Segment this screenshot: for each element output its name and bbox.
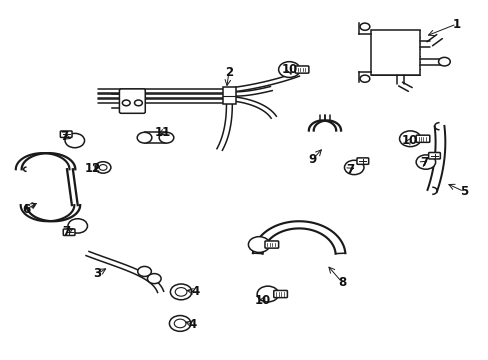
Text: 9: 9 [308,153,316,166]
FancyBboxPatch shape [273,291,287,298]
Circle shape [278,62,300,77]
Text: 7: 7 [346,163,354,176]
Text: 7: 7 [60,130,68,143]
Circle shape [65,134,84,148]
FancyBboxPatch shape [415,135,429,142]
Text: 10: 10 [400,134,417,147]
Text: 4: 4 [191,285,200,298]
Circle shape [248,237,269,252]
Circle shape [359,75,369,82]
Circle shape [175,288,186,296]
Text: 7: 7 [419,156,427,169]
FancyBboxPatch shape [60,131,72,138]
FancyBboxPatch shape [295,66,308,73]
Circle shape [399,131,420,147]
Circle shape [138,266,151,276]
Circle shape [68,219,87,233]
FancyBboxPatch shape [63,229,75,235]
Circle shape [359,23,369,30]
Text: 3: 3 [93,267,101,280]
Circle shape [415,155,435,169]
Text: 5: 5 [459,185,467,198]
Text: 10: 10 [281,63,297,76]
Circle shape [170,284,191,300]
Circle shape [159,132,173,143]
FancyBboxPatch shape [264,241,278,248]
Circle shape [134,100,142,106]
Text: 4: 4 [188,318,196,331]
Circle shape [137,132,152,143]
FancyBboxPatch shape [428,153,440,159]
Circle shape [174,319,185,328]
Text: 7: 7 [62,225,70,238]
Bar [370,30,419,75]
FancyBboxPatch shape [119,89,145,113]
Circle shape [122,100,130,106]
Circle shape [344,160,363,175]
Text: 8: 8 [337,276,346,289]
Text: 12: 12 [84,162,101,175]
Circle shape [257,286,278,302]
Text: 2: 2 [224,66,232,79]
Circle shape [438,57,449,66]
Circle shape [95,162,111,173]
Text: 10: 10 [254,294,271,307]
Circle shape [99,165,107,170]
FancyBboxPatch shape [356,158,368,164]
Text: 1: 1 [451,18,460,31]
Bar [222,87,236,104]
Circle shape [169,316,190,331]
Circle shape [147,274,161,284]
Text: 11: 11 [154,126,170,139]
Text: 6: 6 [22,203,30,216]
